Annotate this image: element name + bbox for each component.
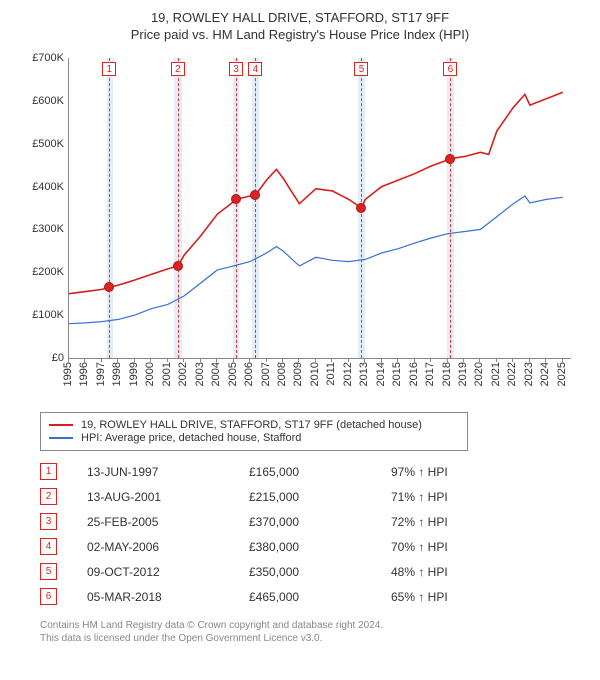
title-line-1: 19, ROWLEY HALL DRIVE, STAFFORD, ST17 9F… [10,10,590,25]
sale-point-dot [173,261,183,271]
x-axis-label: 2020 [473,362,485,386]
legend-label: HPI: Average price, detached house, Staf… [81,432,301,444]
table-row: 1 13-JUN-1997£165,00097% ↑ HPI [40,459,460,484]
x-axis-label: 2022 [506,362,518,386]
sale-marker-flag: 6 [443,62,457,76]
sale-vs-hpi: 65% ↑ HPI [391,584,460,609]
sale-marker-flag: 2 [171,62,185,76]
x-axis-label: 2004 [210,362,222,386]
table-row: 3 25-FEB-2005£370,00072% ↑ HPI [40,509,460,534]
sale-price: £465,000 [249,584,391,609]
table-row: 6 05-MAR-2018£465,00065% ↑ HPI [40,584,460,609]
y-axis-label: £500K [32,138,64,150]
x-axis-label: 2007 [260,362,272,386]
sale-index-badge: 5 [40,563,57,580]
x-axis-label: 1999 [128,362,140,386]
x-axis-label: 1998 [111,362,123,386]
x-axis-label: 2005 [227,362,239,386]
sale-price: £350,000 [249,559,391,584]
sale-point-dot [104,282,114,292]
x-axis-label: 2025 [556,362,568,386]
sale-price: £215,000 [249,484,391,509]
sale-vs-hpi: 72% ↑ HPI [391,509,460,534]
x-axis-label: 2019 [457,362,469,386]
x-axis-label: 2014 [375,362,387,386]
legend-label: 19, ROWLEY HALL DRIVE, STAFFORD, ST17 9F… [81,419,422,431]
x-axis-label: 2024 [539,362,551,386]
x-axis-label: 2008 [276,362,288,386]
sale-index-badge: 6 [40,588,57,605]
sale-price: £370,000 [249,509,391,534]
sale-date: 13-JUN-1997 [87,459,249,484]
sale-date: 05-MAR-2018 [87,584,249,609]
sale-date: 13-AUG-2001 [87,484,249,509]
x-axis-label: 2023 [523,362,535,386]
sale-point-dot [250,190,260,200]
footer-line-2: This data is licensed under the Open Gov… [40,632,590,645]
sale-index-badge: 4 [40,538,57,555]
x-axis-label: 2015 [391,362,403,386]
sale-price: £165,000 [249,459,391,484]
sale-marker-flag: 3 [229,62,243,76]
legend-item: HPI: Average price, detached house, Staf… [49,432,459,444]
sale-vs-hpi: 97% ↑ HPI [391,459,460,484]
x-axis-label: 2011 [325,362,337,386]
x-axis-label: 2002 [177,362,189,386]
table-row: 5 09-OCT-2012£350,00048% ↑ HPI [40,559,460,584]
footer: Contains HM Land Registry data © Crown c… [40,619,590,645]
sale-vs-hpi: 48% ↑ HPI [391,559,460,584]
x-axis-label: 1997 [95,362,107,386]
x-axis-label: 2001 [161,362,173,386]
sale-index-badge: 1 [40,463,57,480]
y-axis-label: £100K [32,309,64,321]
x-axis-label: 2006 [243,362,255,386]
sale-marker-flag: 1 [102,62,116,76]
table-row: 4 02-MAY-2006£380,00070% ↑ HPI [40,534,460,559]
x-axis-label: 2018 [441,362,453,386]
chart: £0£100K£200K£300K£400K£500K£600K£700K 12… [20,48,580,408]
sale-marker-flag: 4 [248,62,262,76]
table-row: 2 13-AUG-2001£215,00071% ↑ HPI [40,484,460,509]
x-axis-label: 2021 [490,362,502,386]
x-axis-label: 2003 [194,362,206,386]
series-line [69,92,563,293]
legend-item: 19, ROWLEY HALL DRIVE, STAFFORD, ST17 9F… [49,419,459,431]
sale-marker-flag: 5 [354,62,368,76]
x-axis-label: 2009 [292,362,304,386]
sale-index-badge: 3 [40,513,57,530]
y-axis-label: £700K [32,52,64,64]
sales-table: 1 13-JUN-1997£165,00097% ↑ HPI 2 13-AUG-200… [40,459,590,609]
legend-swatch [49,437,73,439]
footer-line-1: Contains HM Land Registry data © Crown c… [40,619,590,632]
x-axis-label: 2017 [424,362,436,386]
sale-point-dot [231,194,241,204]
x-axis-label: 1996 [78,362,90,386]
legend: 19, ROWLEY HALL DRIVE, STAFFORD, ST17 9F… [40,412,468,451]
x-axis-label: 2010 [309,362,321,386]
sale-point-dot [445,154,455,164]
sale-vs-hpi: 70% ↑ HPI [391,534,460,559]
sale-index-badge: 2 [40,488,57,505]
x-axis-label: 2013 [358,362,370,386]
y-axis-label: £400K [32,181,64,193]
y-axis-label: £300K [32,223,64,235]
sale-price: £380,000 [249,534,391,559]
legend-swatch [49,424,73,426]
series-line [69,196,563,324]
x-axis-label: 1995 [62,362,74,386]
x-axis-label: 2012 [342,362,354,386]
title-line-2: Price paid vs. HM Land Registry's House … [10,27,590,42]
sale-date: 09-OCT-2012 [87,559,249,584]
x-axis-label: 2016 [408,362,420,386]
x-axis-label: 2000 [144,362,156,386]
sale-date: 25-FEB-2005 [87,509,249,534]
sale-vs-hpi: 71% ↑ HPI [391,484,460,509]
y-axis-label: £200K [32,266,64,278]
sale-point-dot [356,203,366,213]
sale-date: 02-MAY-2006 [87,534,249,559]
y-axis-label: £600K [32,95,64,107]
